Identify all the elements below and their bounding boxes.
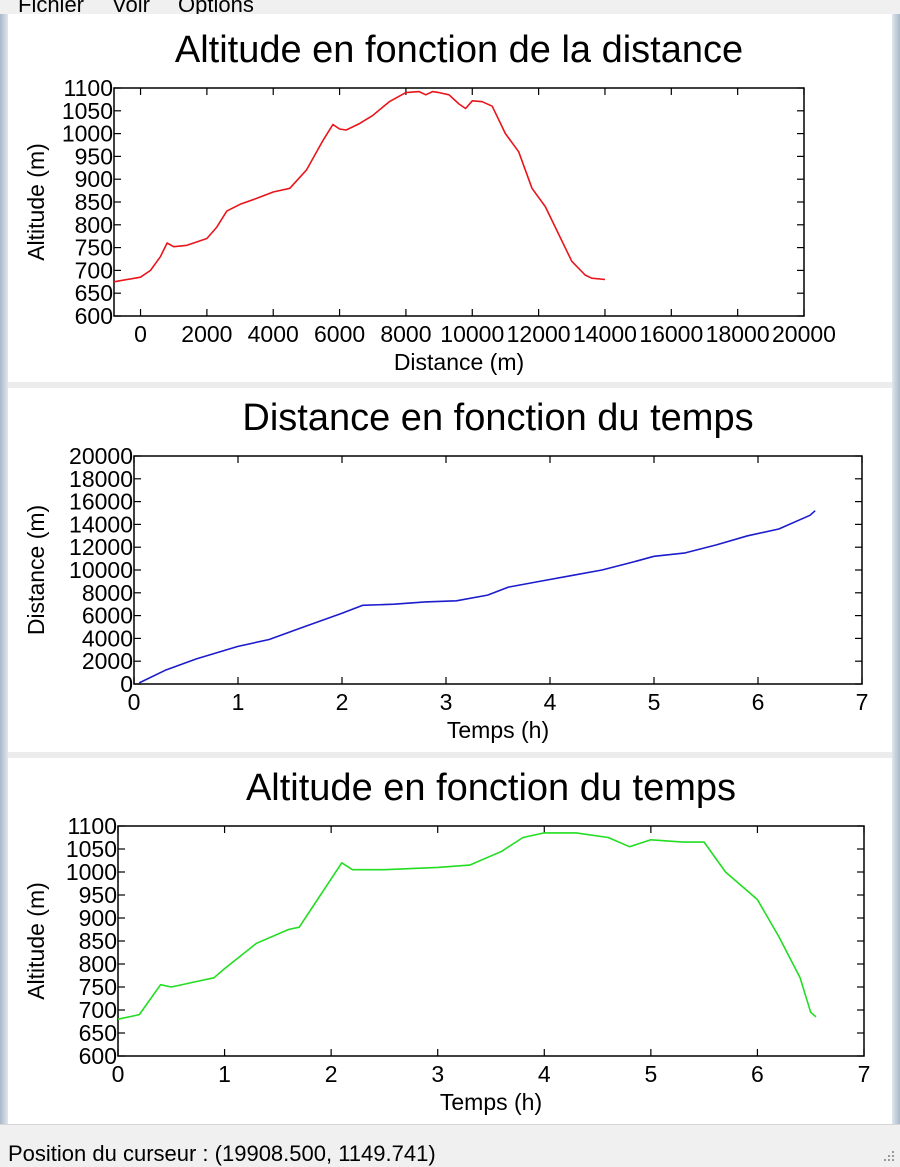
plot-area	[117, 825, 865, 1057]
y-tick-label: 850	[75, 189, 113, 215]
x-axis-label: Temps (h)	[447, 717, 549, 743]
x-tick-label: 6	[752, 689, 765, 715]
y-tick-label: 950	[75, 143, 113, 169]
x-tick-label: 2	[336, 689, 349, 715]
x-tick-label: 7	[856, 689, 869, 715]
y-tick-label: 750	[75, 235, 113, 261]
panel-divider	[8, 752, 892, 758]
y-axis-label: Altitude (m)	[23, 143, 49, 261]
x-tick-label: 14000	[573, 321, 637, 347]
x-tick-label: 6000	[314, 321, 365, 347]
menu-item-fichier[interactable]: Fichier	[18, 0, 85, 14]
y-tick-label: 750	[79, 974, 117, 1000]
x-tick-label: 12000	[507, 321, 571, 347]
chart-title: Altitude en fonction du temps	[246, 767, 736, 809]
y-tick-label: 8000	[82, 580, 133, 606]
menu-item-options[interactable]: Options	[178, 0, 254, 14]
series-line	[113, 90, 606, 283]
x-axis-label: Temps (h)	[440, 1089, 542, 1115]
y-tick-label: 850	[79, 928, 117, 954]
y-tick-label: 800	[79, 951, 117, 977]
chart-panel-altitude-distance: Altitude en fonction de la distance 600 65…	[8, 14, 892, 382]
chart-panel-distance-time: Distance en fonction du temps 0 2000 4000 60…	[8, 388, 892, 752]
y-tick-label: 900	[75, 166, 113, 192]
plot-area	[133, 455, 863, 685]
status-bar: Position du curseur : (19908.500, 1149.7…	[0, 1124, 900, 1167]
chart-distance-time: Distance en fonction du temps02000400060…	[23, 397, 869, 743]
x-axis-label: Distance (m)	[394, 349, 524, 375]
y-tick-label: 0	[120, 671, 133, 697]
x-tick-label: 4	[544, 689, 557, 715]
y-tick-label: 16000	[69, 489, 133, 515]
chart-panel-altitude-time: Altitude en fonction du temps 600 650 700 75…	[8, 758, 892, 1124]
y-tick-label: 800	[75, 212, 113, 238]
y-tick-label: 4000	[82, 625, 133, 651]
y-tick-label: 1000	[62, 121, 113, 147]
y-tick-label: 950	[79, 882, 117, 908]
x-tick-label: 18000	[706, 321, 770, 347]
y-tick-label: 6000	[82, 603, 133, 629]
chart-altitude-time: Altitude en fonction du temps60065070075…	[23, 767, 871, 1115]
series-line	[138, 510, 816, 684]
x-tick-label: 8000	[380, 321, 431, 347]
x-tick-label: 3	[431, 1061, 444, 1087]
x-tick-label: 5	[648, 689, 661, 715]
y-tick-label: 1100	[68, 813, 117, 839]
y-tick-label: 12000	[69, 534, 133, 560]
y-tick-label: 10000	[69, 557, 133, 583]
x-tick-label: 2	[325, 1061, 338, 1087]
cursor-position-text: Position du curseur : (19908.500, 1149.7…	[8, 1141, 436, 1166]
y-tick-label: 700	[79, 997, 117, 1023]
chart-title: Altitude en fonction de la distance	[175, 29, 743, 71]
x-tick-label: 6	[751, 1061, 764, 1087]
y-tick-label: 18000	[69, 466, 133, 492]
x-tick-label: 16000	[639, 321, 703, 347]
x-tick-label: 4	[538, 1061, 551, 1087]
plot-area	[113, 87, 805, 317]
y-tick-label: 20000	[69, 443, 133, 469]
x-tick-label: 4000	[248, 321, 299, 347]
x-tick-label: 1	[218, 1061, 231, 1087]
y-tick-label: 1100	[64, 75, 113, 101]
y-tick-label: 700	[75, 257, 113, 283]
y-axis-label: Altitude (m)	[23, 882, 49, 1000]
y-tick-label: 14000	[69, 511, 133, 537]
window-frame-left	[0, 14, 8, 1124]
y-axis-label: Distance (m)	[23, 505, 49, 635]
resize-grip-icon[interactable]	[880, 1147, 896, 1163]
x-tick-label: 0	[112, 1061, 125, 1087]
x-tick-label: 5	[644, 1061, 657, 1087]
x-tick-label: 7	[858, 1061, 871, 1087]
panel-divider	[8, 382, 892, 388]
y-tick-label: 600	[79, 1043, 117, 1069]
x-tick-label: 1	[232, 689, 245, 715]
x-tick-label: 10000	[440, 321, 504, 347]
chart-title: Distance en fonction du temps	[242, 397, 753, 439]
x-tick-label: 0	[134, 321, 147, 347]
chart-altitude-distance: Altitude en fonction de la distance 60065…	[23, 29, 836, 375]
y-tick-label: 600	[75, 303, 113, 329]
y-tick-label: 650	[75, 280, 113, 306]
x-tick-label: 20000	[772, 321, 836, 347]
window-frame-right	[892, 14, 900, 1124]
x-tick-label: 3	[440, 689, 453, 715]
menu-bar: Fichier Voir Options	[0, 0, 900, 14]
y-tick-label: 650	[79, 1020, 117, 1046]
series-line	[117, 832, 817, 1020]
y-tick-label: 1050	[62, 98, 113, 124]
x-tick-label: 2000	[181, 321, 232, 347]
y-tick-label: 900	[79, 905, 117, 931]
y-tick-label: 1050	[66, 836, 117, 862]
menu-item-voir[interactable]: Voir	[112, 0, 150, 14]
y-tick-label: 2000	[82, 648, 133, 674]
x-tick-label: 0	[128, 689, 141, 715]
y-tick-label: 1000	[66, 859, 117, 885]
